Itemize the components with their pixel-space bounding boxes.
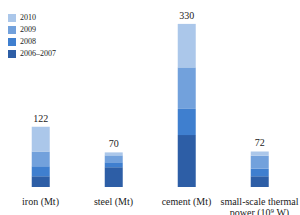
svg-text:330: 330 — [179, 10, 194, 21]
svg-text:small-scale thermal: small-scale thermal — [220, 196, 292, 207]
svg-text:cement (Mt): cement (Mt) — [162, 196, 212, 208]
svg-text:70: 70 — [109, 138, 119, 149]
svg-text:power (10⁹ W): power (10⁹ W) — [230, 207, 289, 215]
html-text:2006–2007: 2006–2007 — [20, 49, 56, 58]
html-text:2008: 2008 — [20, 37, 36, 46]
svg-text:122: 122 — [33, 113, 48, 124]
html-text:2009: 2009 — [20, 25, 36, 34]
html-text:2010: 2010 — [20, 13, 36, 22]
svg-text:iron (Mt): iron (Mt) — [22, 196, 59, 208]
svg-text:72: 72 — [255, 137, 265, 148]
svg-text:steel (Mt): steel (Mt) — [94, 196, 133, 208]
